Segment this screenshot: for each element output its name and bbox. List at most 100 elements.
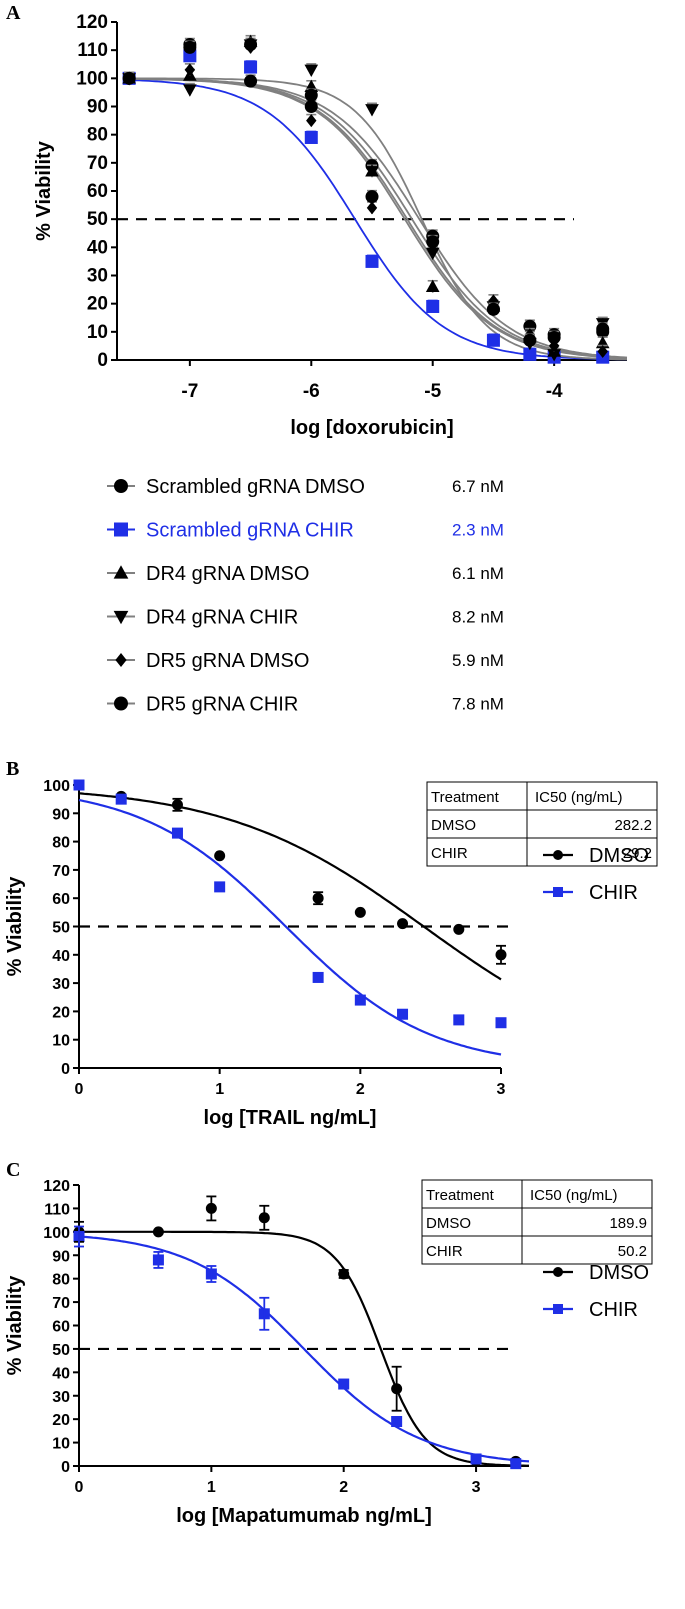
panel-a-point-0 [304,100,318,113]
panel-c-table-cell: Treatment [426,1187,495,1204]
panel-a-point-5 [547,330,561,344]
panel-b-point-0 [354,906,366,918]
panel-c-table-cell: 189.9 [609,1215,647,1232]
panel-c-y-tick-label: 50 [52,1342,70,1359]
panel-a-point-5 [596,322,610,336]
panel-a-point-0 [244,74,258,88]
panel-b-point-1 [73,779,85,791]
panel-a-x-tick-label: -5 [424,381,441,402]
panel-b-chart: 0 10 20 30 40 50 60 70 80 90 100 0 1 2 3 log [TRAIL ng/… [4,778,658,1129]
panel-a-x-tick-label: -6 [303,381,320,402]
panel-letter-a: A [6,2,21,24]
panel-b-legend-marker-0 [553,850,563,860]
panel-a-point-5 [304,88,318,102]
panel-b-y-tick-label: 80 [52,835,70,852]
panel-letter-c: C [6,1159,20,1181]
panel-c-x-tick-label: 2 [339,1479,348,1496]
panel-a-point-3 [183,84,197,97]
panel-b-y-tick-label: 0 [61,1061,70,1078]
legend-a-label-2: DR4 gRNA DMSO [146,563,309,585]
legend-a-label-5: DR5 gRNA CHIR [146,694,298,716]
legend-a-ic50-4: 5.9 nM [452,651,504,670]
panel-a-y-tick-label: 30 [87,266,108,287]
panel-b-point-1 [115,793,127,805]
panel-b-x-tick-label: 3 [497,1081,506,1098]
legend-a-marker-0 [114,479,128,493]
panel-a-point-2 [425,279,440,292]
panel-a-y-tick-label: 10 [87,322,108,343]
panel-b-point-1 [171,827,183,839]
panel-c-table-cell: CHIR [426,1243,463,1260]
panel-b-point-1 [495,1017,507,1029]
panel-c-y-tick-label: 90 [52,1248,70,1265]
panel-b-curve-1 [78,799,502,1056]
panel-c-table-cell: DMSO [426,1215,471,1232]
legend-a-ic50-5: 7.8 nM [452,695,504,714]
panel-c-table-cell: 50.2 [618,1243,647,1260]
panel-a-point-4 [597,345,608,359]
panel-b-legend-label-0: DMSO [589,845,649,867]
panel-a-y-axis-title: % Viability [33,140,55,241]
legend-a-marker-1 [114,522,128,537]
panel-a-point-1 [426,299,440,313]
legend-a-ic50-2: 6.1 nM [452,564,504,583]
panel-a-point-1 [486,333,500,347]
panel-a-point-5 [523,333,537,347]
panel-c-legend-marker-1 [553,1304,563,1314]
panel-a-point-5 [426,235,440,249]
panel-b-table-cell: CHIR [431,845,468,862]
panel-a-x-tick-label: -4 [546,381,563,402]
panel-b-y-tick-label: 40 [52,948,70,965]
panel-a-point-3 [547,349,561,362]
panel-a-curve-1 [123,78,627,361]
panel-a-x-tick-label: -7 [181,381,198,402]
panel-a-point-5 [183,40,197,54]
panel-a-point-1 [244,60,258,74]
legend-a-label-1: Scrambled gRNA CHIR [146,520,354,542]
panel-b-point-0 [453,923,465,935]
panel-a-curve-5 [123,77,628,359]
panel-a-point-5 [122,71,136,85]
panel-c-y-tick-label: 120 [43,1178,70,1195]
panel-c-y-tick-label: 0 [61,1459,70,1476]
legend-a-marker-2 [113,565,129,579]
panel-b-legend-marker-1 [553,887,563,897]
panel-c-chart: 0 10 20 30 40 50 60 70 80 90 100 110 120 0 1 2 3 log [Map… [4,1178,653,1527]
legend-a-ic50-1: 2.3 nM [452,521,504,540]
legend-a-marker-5 [114,696,128,711]
panel-a-y-tick-label: 40 [87,237,108,258]
panel-c-ic50-table [421,1179,653,1265]
panel-b-curve-0 [78,792,502,981]
panel-a-point-5 [486,302,500,316]
panel-b-point-1 [214,881,226,893]
panel-b-table-cell: Treatment [431,789,500,806]
panel-b-y-tick-label: 30 [52,976,70,993]
panel-a-y-tick-label: 60 [87,181,108,202]
panel-c-y-tick-label: 30 [52,1389,70,1406]
panel-b-y-tick-label: 60 [52,891,70,908]
panel-b-y-axis-title: % Viability [4,876,26,977]
panel-b-y-tick-label: 100 [43,778,70,795]
panel-c-y-tick-label: 20 [52,1412,70,1429]
panel-b-y-tick-label: 50 [52,920,70,937]
panel-letter-b: B [6,758,19,780]
panel-b-point-0 [397,918,409,930]
panel-a-point-2 [365,164,379,177]
panel-b-y-tick-label: 90 [52,806,70,823]
panel-a-point-0 [523,319,537,333]
panel-b-y-tick-label: 10 [52,1033,70,1050]
panel-c-point-1 [470,1453,482,1465]
legend-a-ic50-3: 8.2 nM [452,608,504,627]
panel-a-y-tick-label: 100 [76,68,108,89]
panel-c-point-0 [152,1226,164,1238]
panel-a-point-4 [366,201,378,215]
panel-b-point-1 [453,1014,465,1026]
legend-a-label-4: DR5 gRNA DMSO [146,650,309,672]
panel-a-x-axis-title: log [doxorubicin] [290,417,453,439]
panel-c-y-axis-title: % Viability [4,1275,26,1376]
panel-b-x-tick-label: 0 [75,1081,84,1098]
panel-c-x-axis-title: log [Mapatumumab ng/mL] [176,1505,432,1527]
panel-c-y-tick-label: 110 [44,1201,70,1218]
panel-c-y-tick-label: 80 [52,1272,70,1289]
